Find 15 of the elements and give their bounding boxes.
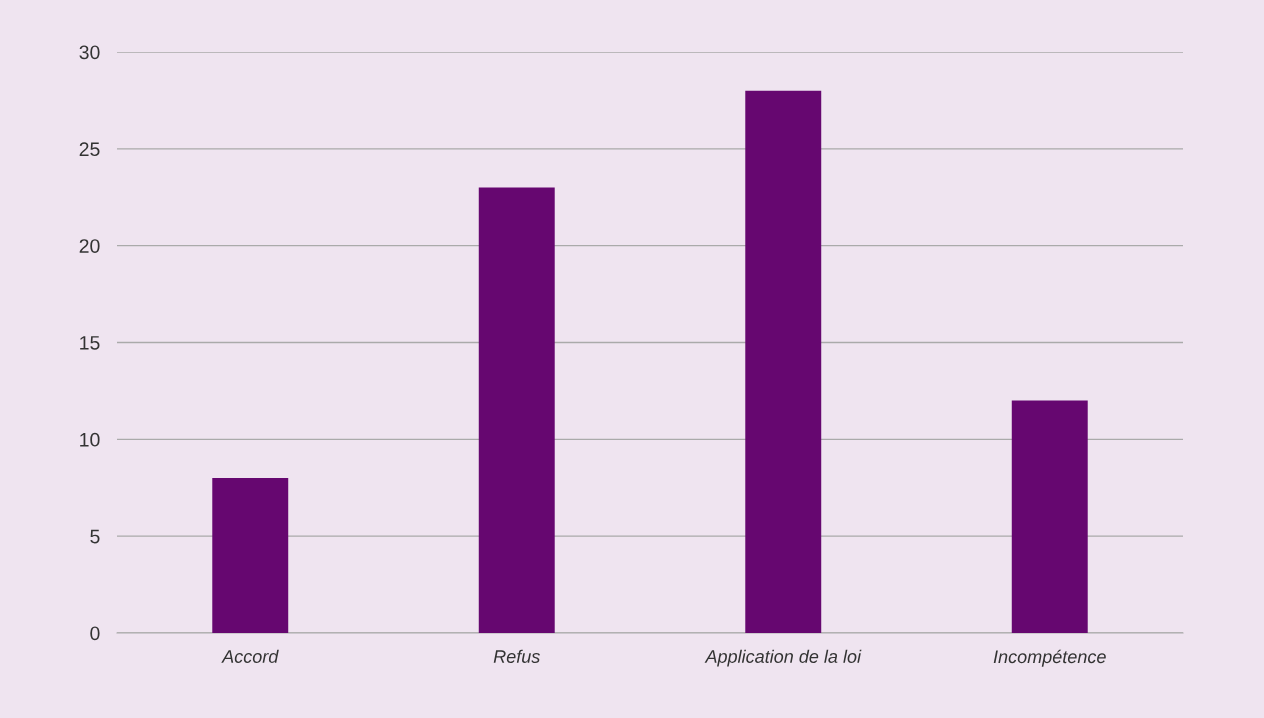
y-tick-label: 20 [79,239,100,253]
y-tick-label: 25 [79,142,100,157]
y-tick-label: 5 [90,529,100,544]
bar [745,90,822,633]
y-tick-label: 10 [80,432,100,447]
x-tick-label: Application de la loi [704,649,862,667]
y-tick-label: 15 [80,336,100,350]
y-tick-label: 30 [79,45,100,60]
x-tick-label: Incompétence [993,649,1106,667]
bar [1011,400,1088,633]
bar [478,187,555,633]
x-tick-label: Accord [221,649,279,663]
bar [212,478,289,633]
y-tick-label: 0 [90,626,100,641]
x-tick-label: Refus [493,649,540,663]
